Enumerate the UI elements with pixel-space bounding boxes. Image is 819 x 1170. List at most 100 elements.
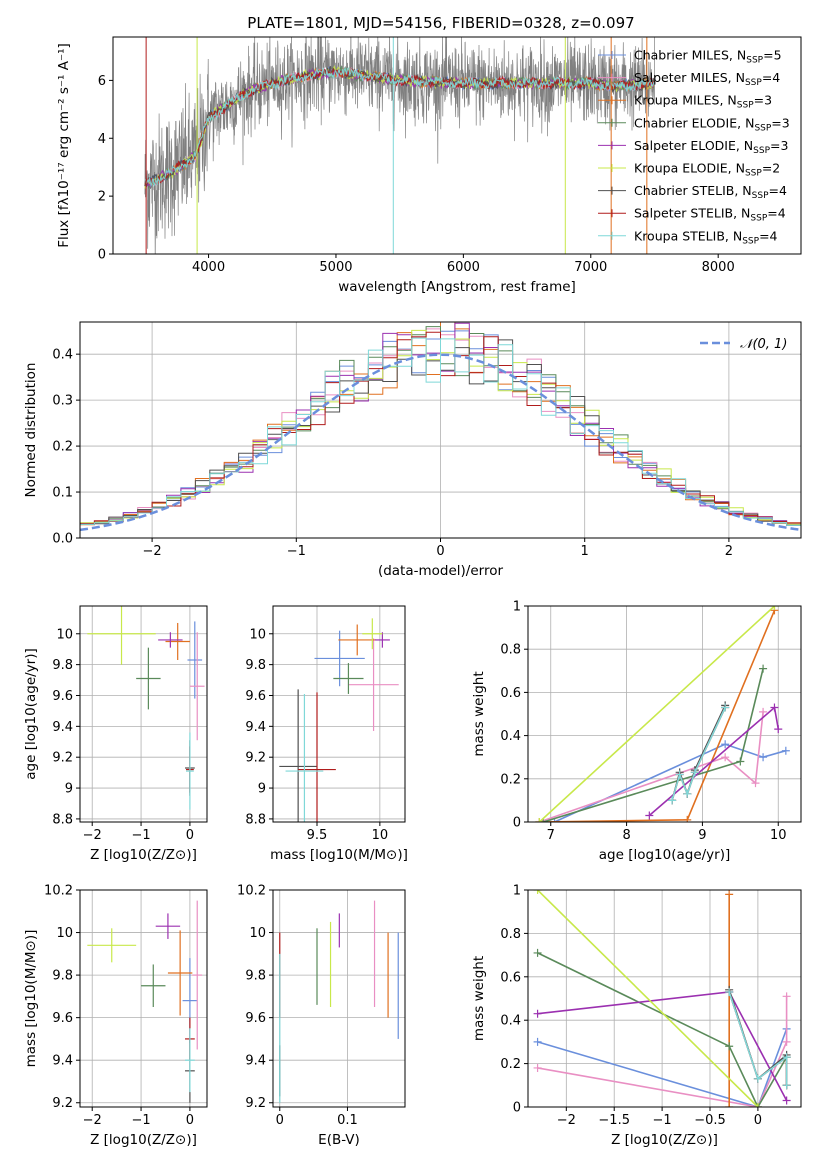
x-tick-label: −1.5	[598, 1113, 630, 1128]
plot-content	[87, 606, 205, 810]
y-tick-label: 10	[56, 926, 73, 941]
x-tick-label: 7	[547, 828, 555, 843]
series-line	[538, 606, 776, 822]
y-axis-label: mass [log10(M/M⊙)]	[23, 930, 39, 1068]
grid	[273, 606, 405, 822]
panel-weight_vs_age: 7 8 9 10 0 0.2 0.4 0.6 0.8 1 age [log10(age/yr)] ma…	[471, 600, 802, 863]
point-marker	[645, 811, 654, 820]
point-marker	[533, 1009, 542, 1018]
legend-label: Chabrier MILES, NSSP=5	[634, 48, 782, 66]
y-tick-label: 9.4	[52, 720, 73, 735]
x-tick-label: −1	[131, 828, 150, 843]
y-tick-label: 9	[65, 782, 73, 797]
y-tick-label: 8.8	[245, 812, 266, 827]
x-tick-label: 5000	[319, 260, 352, 275]
axes-frame	[272, 605, 406, 823]
y-tick-label: 0.2	[500, 772, 521, 787]
legend-label: Salpeter STELIB, NSSP=4	[634, 206, 786, 224]
y-tick-label: 9.6	[52, 1011, 73, 1026]
series-line	[537, 890, 759, 1107]
errorbar-salpeter-elodie	[374, 632, 390, 648]
panel-residuals: −2 −1 0 1 2 0.0 0.1 0.2 0.3 0.4 (data-model)/error…	[23, 321, 802, 579]
x-tick-label: 0	[754, 1113, 762, 1128]
x-axis-label: age [log10(age/yr)]	[599, 847, 731, 863]
panel-mass_vs_EBV: 0 0.1 9.2 9.4 9.6 9.8 10 10.2 E(B-V)	[237, 884, 406, 1148]
y-tick-label: 4	[98, 132, 106, 147]
y-tick-label: 9.4	[52, 1054, 73, 1069]
x-tick-label: −2	[557, 1113, 576, 1128]
point-marker	[721, 740, 730, 749]
series-line	[728, 991, 788, 1086]
errorbar-kroupa-stelib	[185, 1028, 195, 1093]
legend-label: 𝒩(0, 1)	[740, 337, 787, 352]
y-tick-label: 10	[249, 627, 266, 642]
model-kroupa-stelib	[144, 66, 655, 188]
legend-label: Chabrier ELODIE, NSSP=3	[634, 115, 790, 133]
axes-frame	[272, 889, 406, 1108]
y-tick-label: 10.2	[44, 884, 73, 899]
point-marker	[533, 948, 542, 957]
point-marker	[782, 992, 791, 1001]
plot-content	[87, 900, 203, 1103]
x-tick-label: 7000	[574, 260, 607, 275]
y-tick-label: 0.4	[52, 348, 73, 363]
y-tick-label: 9.8	[52, 969, 73, 984]
y-tick-label: 9.8	[52, 658, 73, 673]
errorbar-kroupa-stelib	[285, 693, 324, 822]
y-tick-label: 0.3	[52, 394, 73, 409]
y-axis-label: Normed distribution	[23, 363, 39, 498]
x-tick-label: −2	[83, 1113, 102, 1128]
y-axis-label: mass weight	[471, 956, 487, 1041]
errorbar-chabrier-elodie	[141, 964, 166, 1008]
y-tick-label: 9.4	[245, 1054, 266, 1069]
data-spectrum	[144, 37, 655, 254]
plot-area	[528, 890, 801, 1107]
point-marker	[535, 818, 544, 822]
series-kroupa-elodie	[535, 606, 779, 822]
x-tick-label: 0	[436, 544, 444, 559]
x-tick-label: 1	[581, 544, 589, 559]
errorbar-chabrier-elodie	[333, 663, 364, 694]
errorbar-kroupa-miles	[165, 622, 190, 660]
series-line	[554, 743, 787, 822]
legend: 𝒩(0, 1)	[700, 337, 787, 352]
panel-mass_vs_Z: −2 −1 0 9.2 9.4 9.6 9.8 10 10.2 Z [log10(Z/Z⊙)] ma…	[23, 884, 208, 1148]
point-marker	[683, 789, 692, 798]
series-chabrier-miles	[550, 740, 790, 822]
point-marker	[782, 1081, 791, 1090]
point-marker	[721, 703, 730, 712]
x-axis-label: mass [log10(M/M⊙)]	[270, 847, 408, 863]
y-tick-label: 0.8	[500, 927, 521, 942]
x-tick-label: 4000	[192, 260, 225, 275]
x-tick-label: 8	[622, 828, 630, 843]
errorbar-chabrier-elodie	[136, 647, 161, 710]
plot-content	[535, 606, 790, 822]
point-marker	[753, 1103, 762, 1107]
y-tick-label: 9.2	[52, 751, 73, 766]
point-marker	[774, 725, 783, 734]
series-kroupa-elodie	[533, 890, 762, 1107]
plot-content	[279, 618, 399, 822]
y-tick-label: 10	[249, 926, 266, 941]
point-marker	[759, 664, 768, 673]
axes-frame	[112, 36, 802, 255]
plot-area	[80, 606, 207, 822]
plot-content	[80, 322, 801, 532]
series-kroupa-miles	[725, 890, 734, 1107]
x-tick-label: 2	[725, 544, 733, 559]
x-tick-label: 9.5	[307, 828, 328, 843]
series-kroupa-stelib	[668, 703, 730, 805]
y-tick-label: 0.4	[500, 729, 521, 744]
point-marker	[721, 753, 730, 762]
legend-label: Chabrier STELIB, NSSP=4	[634, 183, 787, 201]
x-tick-label: 8000	[702, 260, 735, 275]
point-marker	[725, 1042, 734, 1051]
axes-frame	[79, 321, 802, 539]
y-tick-label: 0.1	[52, 486, 73, 501]
axes-frame	[79, 605, 208, 823]
point-marker	[725, 1103, 734, 1107]
y-tick-label: 6	[98, 74, 106, 89]
errorbar-salpeter-miles	[189, 632, 205, 741]
